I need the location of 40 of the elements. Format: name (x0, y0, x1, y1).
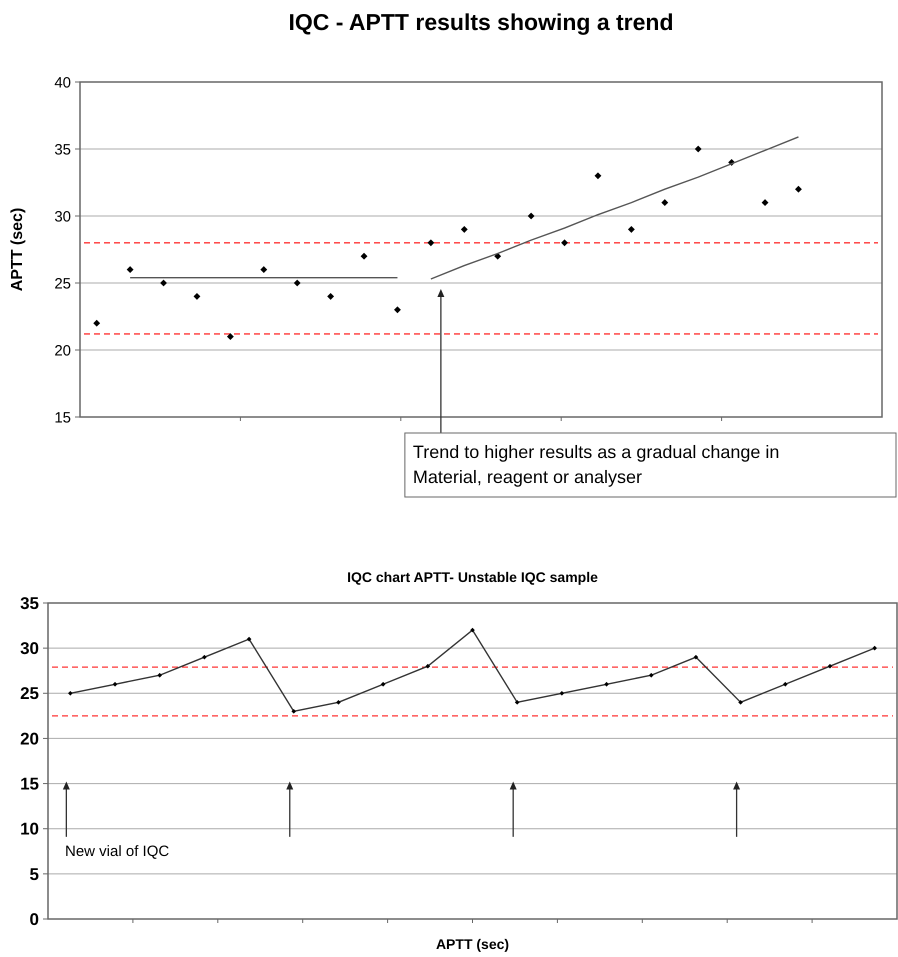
point (561, 239, 568, 246)
point (795, 186, 802, 193)
y-tick-label: 40 (54, 74, 71, 92)
y-tick-label: 5 (30, 864, 39, 884)
point (628, 226, 635, 233)
line-series (430, 136, 800, 280)
point (260, 266, 268, 274)
point (93, 320, 100, 327)
chart-title: IQC - APTT results showing a trend (288, 9, 674, 35)
y-tick-label: 15 (20, 774, 39, 794)
y-tick-label: 20 (20, 729, 39, 748)
point (194, 292, 200, 300)
point (394, 306, 401, 314)
point (460, 226, 468, 233)
point (360, 252, 368, 260)
x-axis-title: APTT (sec) (436, 936, 510, 952)
point (294, 280, 301, 286)
point (327, 292, 334, 300)
point (528, 212, 535, 220)
point (762, 199, 768, 206)
point (427, 239, 434, 246)
y-tick-label: 30 (20, 639, 39, 658)
y-tick-label: 25 (20, 684, 39, 704)
point (694, 146, 702, 152)
y-tick-label: 30 (54, 208, 71, 226)
y-tick-label: 35 (20, 594, 39, 613)
text: Trend to higher results as a gradual change in Material, reagent or analyser (412, 442, 780, 487)
point (661, 199, 668, 206)
y-tick-label: 15 (54, 409, 71, 426)
y-tick-label: 0 (30, 910, 39, 929)
annotation: New vial of IQC (65, 842, 170, 860)
y-axis-title: APTT (sec) (9, 208, 26, 292)
chart-title: IQC chart APTT- Unstable IQC sample (347, 569, 598, 585)
point (126, 266, 134, 274)
point (226, 333, 234, 340)
y-tick-label: 25 (54, 275, 71, 292)
y-tick-label: 10 (20, 820, 39, 839)
y-tick-label: 20 (54, 342, 71, 360)
point (594, 172, 602, 180)
y-tick-label: 35 (54, 141, 71, 158)
